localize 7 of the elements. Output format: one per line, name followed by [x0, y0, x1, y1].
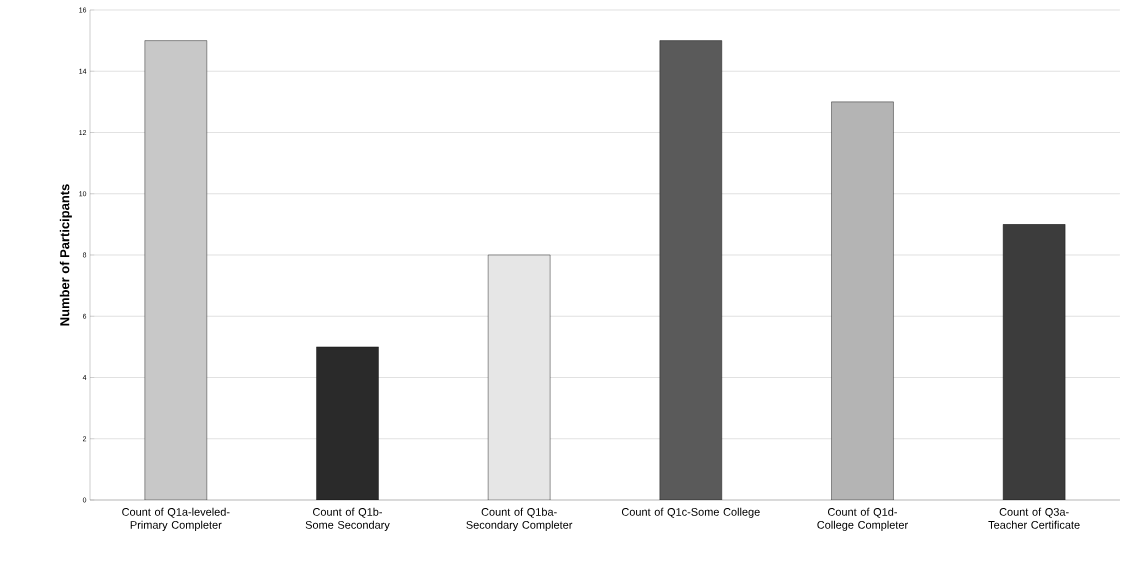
x-tick-label: Count of Q3a-Teacher Certificate: [988, 507, 1080, 529]
x-tick-label: Count of Q1b-Some Secondary: [305, 507, 390, 531]
y-axis-title: Number of Participants: [59, 184, 72, 326]
x-tick-label: Count of Q1a-leveled-Primary Completer: [122, 507, 230, 531]
x-tick-label: Count of Q1d-College Completer: [817, 507, 908, 531]
x-tick-label: Count of Q1c-Some College: [621, 507, 760, 518]
x-tick-label: Count of Q1ba-Secondary Completer: [466, 507, 573, 531]
